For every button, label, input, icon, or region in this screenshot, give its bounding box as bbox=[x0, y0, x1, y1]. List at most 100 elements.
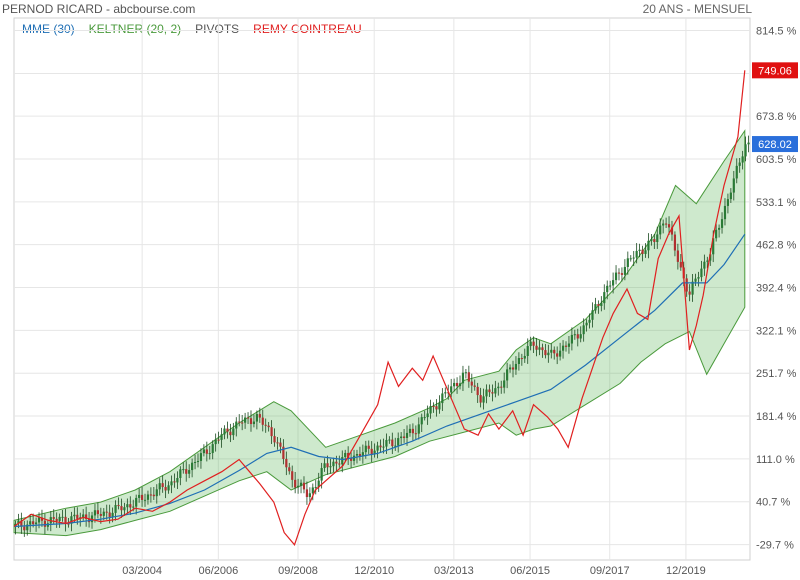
candle-body bbox=[140, 494, 144, 500]
candle-body bbox=[511, 367, 515, 370]
candle-body bbox=[238, 421, 241, 423]
candle-body bbox=[426, 413, 429, 418]
candle-body bbox=[429, 406, 432, 414]
candle-body bbox=[582, 325, 585, 335]
candle-body bbox=[255, 414, 258, 422]
candle-body bbox=[252, 421, 256, 425]
candle-body bbox=[476, 386, 479, 396]
candle-body bbox=[241, 422, 244, 424]
candle-body bbox=[102, 511, 105, 516]
legend-item-keltner[interactable]: KELTNER (20, 2) bbox=[88, 22, 182, 36]
candle-body bbox=[40, 517, 44, 521]
candle-body bbox=[149, 494, 152, 496]
remy-price-badge-label: 749.06 bbox=[758, 65, 792, 77]
candle-body bbox=[249, 418, 253, 425]
candle-body bbox=[302, 482, 306, 490]
pernod-price-badge-label: 628.02 bbox=[758, 139, 792, 151]
remy-price-badge bbox=[752, 62, 798, 79]
candle-body bbox=[76, 514, 79, 519]
candle-body bbox=[379, 445, 382, 448]
candle-body bbox=[129, 504, 132, 508]
candle-body bbox=[715, 229, 718, 239]
candle-body bbox=[29, 521, 32, 525]
y-tick-label: 673.8 % bbox=[756, 111, 797, 123]
candle-body bbox=[388, 439, 391, 441]
legend-item-mme[interactable]: MME (30) bbox=[22, 22, 75, 36]
candle-body bbox=[246, 417, 250, 419]
candle-body bbox=[464, 372, 468, 374]
candle-body bbox=[541, 347, 544, 351]
legend-item-remy[interactable]: REMY COINTREAU bbox=[253, 22, 362, 36]
candle-body bbox=[23, 526, 26, 531]
candle-body bbox=[644, 250, 647, 254]
candle-body bbox=[553, 349, 556, 354]
candle-body bbox=[326, 463, 329, 468]
candle-body bbox=[741, 156, 744, 163]
candle-body bbox=[193, 462, 197, 464]
candle-body bbox=[570, 334, 573, 344]
y-tick-label: 111.0 % bbox=[756, 454, 795, 466]
candle-body bbox=[158, 483, 161, 490]
candle-body bbox=[264, 424, 267, 426]
candle-body bbox=[397, 438, 400, 446]
candle-body bbox=[308, 493, 311, 498]
candle-body bbox=[288, 467, 291, 472]
candle-body bbox=[170, 481, 173, 486]
legend-item-pivots[interactable]: PIVOTS bbox=[195, 22, 240, 36]
candle-body bbox=[164, 487, 167, 491]
candle-body bbox=[676, 250, 679, 262]
candle-body bbox=[108, 512, 111, 517]
candle-body bbox=[458, 383, 462, 387]
candle-body bbox=[411, 428, 415, 434]
candle-body bbox=[229, 431, 232, 436]
y-tick-label: 814.5 % bbox=[756, 25, 797, 37]
candle-body bbox=[585, 322, 588, 326]
candle-body bbox=[538, 347, 541, 350]
candle-body bbox=[258, 414, 261, 418]
candle-body bbox=[34, 522, 38, 525]
candle-body bbox=[314, 487, 317, 489]
candle-body bbox=[520, 358, 523, 360]
candle-body bbox=[276, 442, 279, 444]
candle-body bbox=[564, 345, 568, 347]
candle-body bbox=[244, 417, 247, 423]
x-tick-label: 09/2017 bbox=[590, 565, 630, 577]
candle-body bbox=[617, 272, 621, 274]
candle-body bbox=[405, 432, 409, 438]
candle-body bbox=[491, 392, 494, 394]
candle-body bbox=[485, 389, 488, 397]
candle-body bbox=[267, 425, 270, 428]
candle-body bbox=[376, 445, 379, 451]
candle-body bbox=[700, 268, 703, 278]
candle-body bbox=[344, 452, 347, 458]
candle-body bbox=[120, 506, 123, 511]
candle-body bbox=[667, 224, 671, 228]
candle-body bbox=[26, 524, 29, 531]
candle-body bbox=[70, 516, 73, 524]
x-tick-label: 12/2019 bbox=[666, 565, 706, 577]
grid-lines bbox=[13, 17, 751, 561]
candle-body bbox=[497, 386, 500, 389]
candle-body bbox=[685, 278, 688, 292]
candle-body bbox=[432, 406, 435, 408]
pernod-price-badge bbox=[752, 136, 798, 153]
candle-body bbox=[723, 205, 727, 220]
candle-body bbox=[273, 436, 276, 443]
candle-body bbox=[167, 485, 170, 491]
candle-body bbox=[623, 266, 626, 275]
candle-body bbox=[355, 454, 359, 456]
candle-body bbox=[402, 436, 406, 438]
candle-body bbox=[99, 514, 102, 516]
candle-body bbox=[523, 355, 526, 359]
candle-body bbox=[479, 395, 482, 403]
candle-body bbox=[349, 458, 353, 461]
candle-body bbox=[208, 453, 211, 455]
period-label[interactable]: 20 ANS - MENSUEL bbox=[642, 2, 752, 16]
candle-body bbox=[311, 487, 314, 494]
candle-body bbox=[161, 483, 164, 488]
candle-body bbox=[679, 261, 682, 268]
chart-title: PERNOD RICARD - abcbourse.com bbox=[2, 2, 196, 16]
candle-body bbox=[573, 334, 576, 336]
candle-body bbox=[703, 261, 706, 269]
